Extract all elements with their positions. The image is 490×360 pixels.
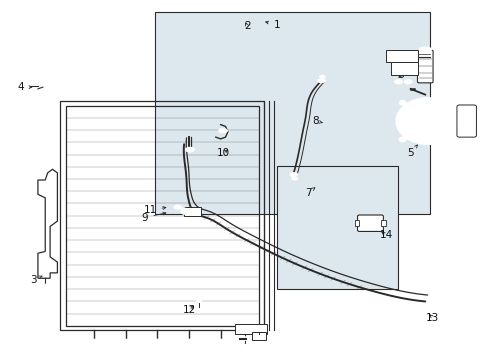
Text: 6: 6 [397,69,404,80]
Text: 8: 8 [312,116,322,126]
Ellipse shape [255,340,262,344]
Circle shape [405,104,450,138]
Text: 7: 7 [305,188,315,198]
Circle shape [449,100,456,105]
Bar [235,324,267,334]
Text: 11: 11 [144,205,166,215]
Text: 1: 1 [266,19,280,30]
Ellipse shape [404,80,412,84]
Ellipse shape [186,147,195,152]
Ellipse shape [419,47,432,52]
FancyBboxPatch shape [417,50,433,83]
Ellipse shape [394,80,402,84]
Bar [277,166,398,289]
Ellipse shape [318,79,325,83]
Bar [66,106,259,326]
Ellipse shape [196,300,202,307]
Text: 2: 2 [244,21,251,31]
Bar [386,50,418,62]
Bar [184,207,201,216]
FancyBboxPatch shape [358,215,383,231]
Circle shape [396,98,460,144]
Ellipse shape [90,339,98,344]
Bar [60,102,265,330]
Ellipse shape [174,205,182,209]
Ellipse shape [290,173,297,177]
Ellipse shape [219,129,227,133]
Ellipse shape [216,339,225,344]
FancyBboxPatch shape [457,105,476,137]
Ellipse shape [181,208,187,214]
Circle shape [419,114,437,127]
Text: 12: 12 [182,305,196,315]
Ellipse shape [153,339,162,344]
Text: 14: 14 [380,230,393,240]
Circle shape [449,137,456,142]
Bar [252,332,266,340]
Circle shape [399,100,406,105]
Ellipse shape [34,85,42,89]
Ellipse shape [319,75,325,78]
Text: 13: 13 [426,312,439,323]
Ellipse shape [292,177,297,180]
Ellipse shape [238,336,247,341]
Text: 10: 10 [217,148,230,158]
Ellipse shape [185,339,194,344]
Circle shape [399,137,406,142]
Bar [391,60,418,75]
Ellipse shape [121,339,130,344]
Text: 5: 5 [407,145,417,158]
Ellipse shape [242,344,248,348]
Ellipse shape [42,284,48,287]
Text: 4: 4 [18,82,32,92]
Bar [381,220,386,226]
Bar [155,12,430,214]
Bar [355,220,360,226]
Text: 3: 3 [30,275,42,285]
Text: 9: 9 [142,212,166,222]
